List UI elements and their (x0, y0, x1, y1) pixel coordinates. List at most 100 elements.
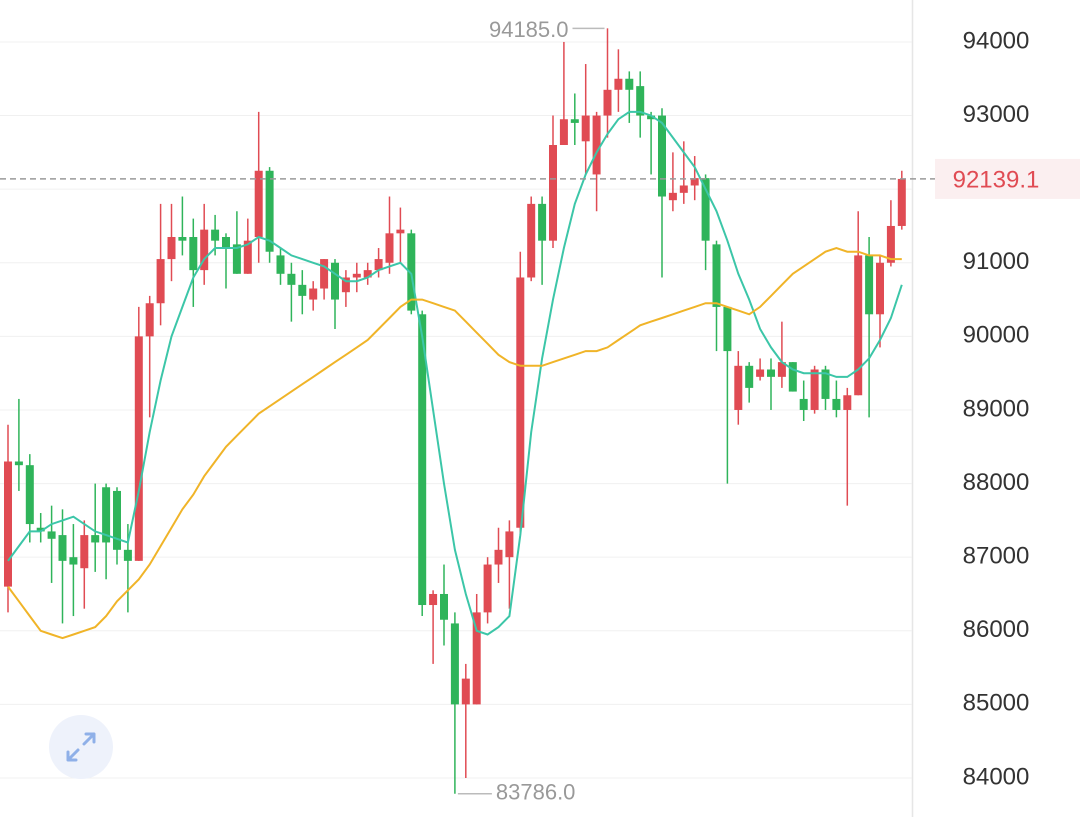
max-label: 94185.0 (489, 17, 569, 42)
y-tick-label: 90000 (963, 322, 1030, 349)
candle-body (429, 593, 438, 606)
candle-body (854, 255, 863, 396)
candle-body (777, 362, 786, 377)
candle-body (145, 303, 154, 337)
candle-body (91, 535, 100, 543)
candle-body (450, 623, 459, 705)
candle-body (668, 192, 677, 201)
candle-body (712, 244, 721, 307)
candle-body (843, 395, 852, 410)
candle-body (570, 119, 579, 123)
candle-body (483, 564, 492, 613)
candle-body (14, 461, 23, 466)
labels: 84000 85000 86000 87000 88000 89000 90000 91000… (0, 17, 1080, 805)
candle-body (309, 288, 318, 300)
last-price-label: 92139.1 (953, 166, 1040, 193)
candle-body (810, 369, 819, 410)
candle-body (614, 78, 623, 90)
candle-body (527, 203, 536, 278)
candle-body (767, 369, 775, 377)
y-tick-label: 87000 (963, 543, 1030, 570)
candle-body (58, 535, 67, 561)
candle-body (516, 277, 525, 528)
y-tick-label: 94000 (963, 27, 1030, 54)
candle-body (440, 593, 448, 620)
candle-body (592, 115, 601, 175)
candle-body (407, 233, 416, 311)
candle-body (298, 284, 307, 296)
candle-body (745, 365, 754, 388)
candle-body (625, 78, 634, 90)
candle-body (265, 170, 274, 252)
candle-body (876, 262, 884, 315)
candle-body (636, 86, 645, 116)
candle-body (25, 465, 34, 525)
candle-body (385, 233, 394, 263)
y-tick-label: 89000 (963, 395, 1030, 422)
candle-body (647, 115, 656, 120)
candle-body (581, 115, 590, 142)
candle-body (701, 178, 710, 241)
candle-body (211, 229, 220, 241)
candle-body (679, 185, 688, 193)
candle-body (222, 237, 230, 249)
candle-body (832, 398, 841, 410)
candle-body (178, 237, 187, 241)
candle-body (189, 237, 198, 271)
candle-body (865, 255, 874, 315)
candle-body (123, 549, 132, 561)
y-tick-label: 86000 (963, 616, 1030, 643)
moving-average-line (7, 246, 902, 640)
candle-body (363, 270, 372, 278)
y-tick-label: 88000 (963, 469, 1030, 496)
last-price-box (935, 158, 1080, 199)
candle-body (472, 612, 481, 705)
candle-body (897, 178, 906, 226)
candle-body (788, 362, 797, 392)
expand-button[interactable] (49, 715, 113, 779)
candle-body (821, 369, 830, 399)
y-tick-label: 85000 (963, 690, 1030, 717)
y-tick-label: 84000 (963, 763, 1030, 790)
moving-average-line (7, 110, 903, 636)
candle-body (134, 336, 143, 561)
candle-body (102, 487, 111, 543)
candle-body (243, 240, 252, 274)
candle-body (331, 262, 339, 300)
candle-body (80, 535, 89, 569)
candle-body (47, 531, 56, 539)
candle-body (723, 306, 732, 352)
candle-body (254, 170, 263, 238)
candle-body (658, 115, 666, 197)
marks (4, 28, 906, 794)
candle-body (756, 369, 765, 377)
candle-body (799, 398, 808, 410)
candle-body (156, 259, 165, 304)
y-tick-label: 91000 (963, 248, 1030, 275)
candle-body (352, 273, 361, 278)
candle-body (232, 244, 241, 274)
candle-body (734, 365, 743, 410)
candle-body (461, 678, 470, 705)
candle-body (396, 229, 405, 234)
candle-body (374, 259, 383, 271)
candle-body (505, 531, 514, 558)
candle-body (36, 527, 45, 532)
candle-body (559, 119, 568, 145)
candle-body (276, 255, 285, 274)
candle-body (886, 225, 895, 263)
candle-body (167, 237, 176, 260)
candle-body (494, 549, 503, 565)
candle-body (549, 144, 557, 241)
candle-body (538, 203, 547, 241)
candle-body (418, 314, 427, 606)
y-tick-label: 93000 (963, 101, 1030, 128)
candle-body (200, 229, 209, 271)
candle-body (341, 277, 350, 293)
candle-body (690, 178, 699, 186)
candle-body (320, 259, 329, 289)
candle-body (287, 273, 296, 285)
